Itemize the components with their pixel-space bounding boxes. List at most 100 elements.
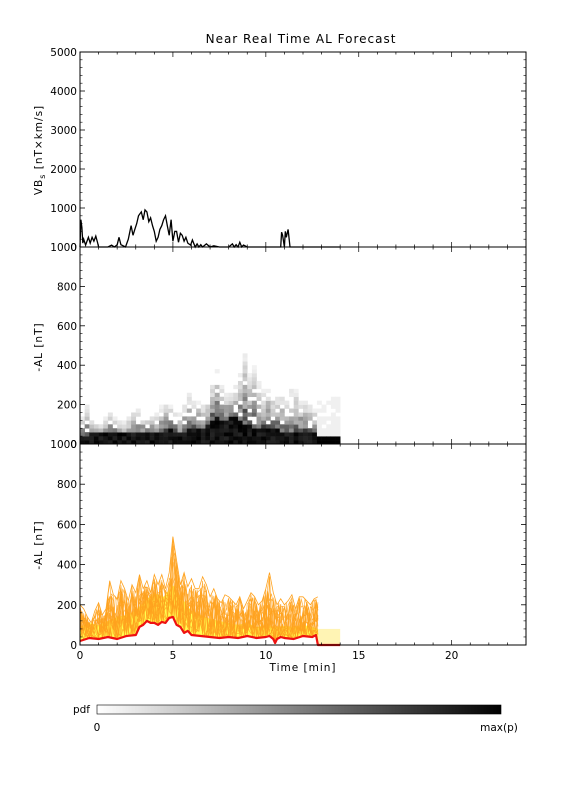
heatmap-cell [93, 432, 99, 437]
heatmap-cell [256, 436, 262, 441]
heatmap-cell [275, 436, 281, 441]
heatmap-cell [307, 416, 313, 421]
heatmap-cell [135, 436, 141, 441]
heatmap-cell [298, 404, 304, 409]
heatmap-cell [117, 428, 123, 433]
heatmap-cell [247, 424, 253, 429]
vbs-y-tick-label: 5000 [50, 47, 77, 59]
heatmap-cell [112, 420, 118, 425]
heatmap-cell [182, 440, 188, 445]
al-ensemble-plot [79, 536, 341, 647]
heatmap-cell [237, 416, 243, 421]
heatmap-cell [158, 432, 164, 437]
heatmap-cell [224, 392, 229, 398]
heatmap-cell [210, 436, 216, 441]
heatmap-cell [251, 380, 257, 386]
heatmap-cell [293, 388, 299, 394]
heatmap-cell [316, 400, 322, 405]
heatmap-cell [261, 424, 267, 429]
heatmap-cell [316, 432, 322, 437]
heatmap-cell [237, 396, 243, 401]
heatmap-cell [247, 436, 253, 441]
heatmap-cell [163, 404, 169, 409]
heatmap-cell [275, 400, 281, 405]
heatmap-cell [103, 440, 109, 445]
heatmap-cell [163, 412, 169, 417]
heatmap-cell [205, 432, 211, 437]
heatmap-cell [84, 416, 90, 421]
heatmap-cell [84, 404, 90, 409]
heatmap-cell [149, 432, 155, 437]
heatmap-cell [172, 428, 178, 433]
heatmap-cell [256, 416, 262, 421]
heatmap-cell [335, 400, 341, 405]
heatmap-cell [186, 396, 192, 401]
al-ensemble-x-tick-label: 5 [170, 650, 177, 662]
heatmap-cell [163, 436, 169, 441]
heatmap-cell [200, 404, 206, 409]
colorbar-label: pdf [73, 704, 90, 716]
heatmap-cell [270, 424, 276, 429]
heatmap-cell [228, 392, 234, 398]
heatmap-cell [205, 440, 211, 445]
heatmap-cell [256, 396, 262, 401]
heatmap-cell [135, 428, 141, 433]
heatmap-cell [191, 420, 197, 425]
heatmap-cell [270, 436, 276, 441]
heatmap-cell [233, 392, 239, 398]
heatmap-cell [326, 440, 332, 445]
heatmap-cell [112, 436, 118, 441]
heatmap-cell [237, 428, 243, 433]
heatmap-cell [131, 420, 137, 425]
heatmap-cell [242, 384, 248, 390]
vbs-y-tick-label: 4000 [50, 86, 77, 98]
heatmap-cell [140, 428, 146, 433]
heatmap-cell [89, 440, 95, 445]
heatmap-cell [279, 428, 285, 433]
heatmap-cell [261, 392, 267, 398]
heatmap-cell [335, 424, 341, 429]
heatmap-cell [168, 424, 174, 429]
heatmap-cell [279, 416, 285, 421]
heatmap-cell [163, 432, 169, 437]
heatmap-cell [330, 404, 336, 409]
heatmap-cell [265, 408, 271, 413]
heatmap-cell [107, 440, 113, 445]
heatmap-cell [298, 436, 304, 441]
heatmap-cell [149, 436, 155, 441]
heatmap-cell [293, 436, 299, 441]
heatmap-cell [98, 428, 104, 433]
heatmap-cell [312, 436, 318, 441]
heatmap-cell [126, 436, 132, 441]
al-pdf-ticks: 0 200 400 600 800 1000 [50, 242, 527, 451]
heatmap-cell [145, 428, 150, 433]
heatmap-cell [279, 424, 285, 429]
heatmap-cell [237, 373, 243, 378]
vbs-plot-frame [79, 51, 527, 248]
heatmap-cell [261, 408, 267, 413]
heatmap-cell [303, 432, 308, 437]
heatmap-cell [228, 416, 234, 421]
heatmap-cell [279, 432, 285, 437]
heatmap-cell [126, 424, 132, 429]
heatmap-cell [163, 408, 169, 413]
heatmap-cell [261, 412, 267, 417]
heatmap-cell [270, 432, 276, 437]
heatmap-cell [270, 404, 276, 409]
heatmap-cell [112, 432, 118, 437]
heatmap-cell [237, 420, 243, 425]
heatmap-cell [330, 420, 336, 425]
heatmap-cell [107, 428, 113, 433]
heatmap-cell [214, 420, 220, 425]
heatmap-cell [298, 400, 304, 405]
heatmap-cell [205, 436, 211, 441]
heatmap-cell [219, 428, 225, 433]
heatmap-cell [247, 404, 253, 409]
heatmap-cell [312, 432, 318, 437]
heatmap-cell [265, 416, 271, 421]
heatmap-cell [242, 432, 248, 437]
heatmap-cell [330, 412, 336, 417]
heatmap-cell [335, 420, 341, 425]
heatmap-cell [335, 416, 341, 421]
